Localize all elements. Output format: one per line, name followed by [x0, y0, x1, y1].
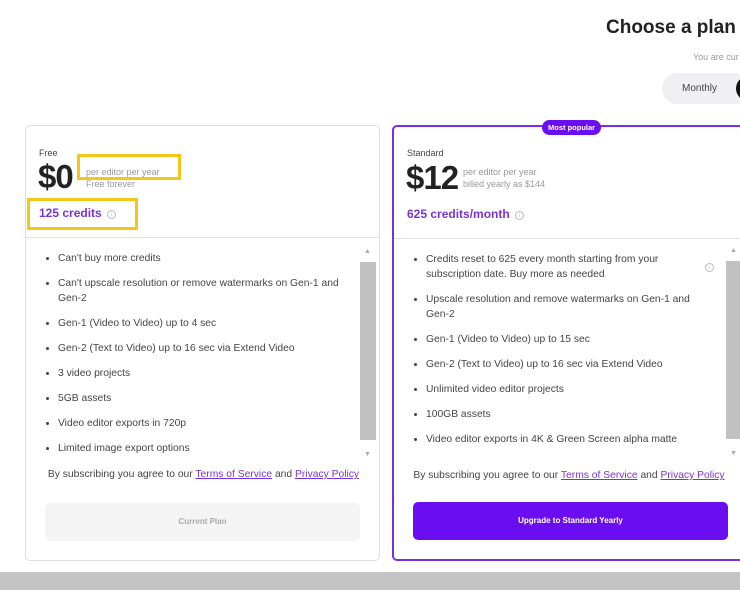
feature-item: Unlimited video editor projects	[426, 382, 699, 397]
scrollbar[interactable]: ▲ ▼	[360, 248, 376, 458]
scroll-down-icon[interactable]: ▼	[364, 451, 371, 458]
price-note: billed yearly as $144	[463, 179, 546, 189]
terms-link[interactable]: Terms of Service	[195, 469, 273, 480]
feature-item: Can't buy more credits	[58, 251, 346, 266]
terms-link[interactable]: Terms of Service	[560, 470, 638, 481]
most-popular-badge: Most popular	[542, 120, 602, 135]
plan-credits: 625 credits/month i	[407, 207, 524, 221]
feature-item: 3 video projects	[58, 366, 346, 381]
feature-item: Video editor exports in 4K & Green Scree…	[426, 432, 699, 447]
feature-item: 100GB assets	[426, 407, 699, 422]
feature-item: Limited image export options	[58, 441, 346, 456]
plan-card-standard: Most popular Standard $12 per editor per…	[392, 120, 740, 561]
divider	[394, 238, 740, 239]
upgrade-button[interactable]: Upgrade to Standard Yearly	[413, 502, 728, 540]
scrollbar[interactable]: ▲ ▼	[726, 247, 740, 457]
feature-list: Can't buy more credits Can't upscale reso…	[46, 251, 346, 466]
price-period: per editor per year	[463, 167, 537, 177]
price-period: per editor per year	[86, 167, 160, 177]
highlight-box	[27, 198, 138, 230]
feature-item: Video editor exports in 720p	[58, 416, 346, 431]
feature-item: Gen-2 (Text to Video) up to 16 sec via E…	[426, 357, 699, 372]
feature-item: Can't upscale resolution or remove water…	[58, 276, 346, 306]
plan-price: $12	[406, 159, 459, 196]
agree-text: By subscribing you agree to our	[413, 470, 561, 481]
current-plan-subtitle: You are cur	[693, 52, 739, 62]
terms-notice: By subscribing you agree to our Terms of…	[36, 468, 371, 481]
privacy-link[interactable]: Privacy Policy	[660, 470, 725, 481]
and-text: and	[637, 470, 661, 481]
info-icon[interactable]: i	[514, 211, 524, 220]
terms-notice: By subscribing you agree to our Terms of…	[404, 469, 734, 482]
feature-item: Gen-2 (Text to Video) up to 16 sec via E…	[58, 341, 346, 356]
feature-item: Credits reset to 625 every month startin…	[426, 252, 699, 282]
info-icon[interactable]: i	[106, 210, 116, 219]
scroll-up-icon[interactable]: ▲	[364, 248, 371, 255]
feature-item: Upscale resolution and remove watermarks…	[426, 292, 699, 322]
feature-item: 5GB assets	[58, 391, 346, 406]
highlight-box	[77, 154, 181, 180]
price-note: Free forever	[86, 179, 136, 189]
credits-label: 625 credits/month	[407, 207, 510, 221]
plan-card-free: Free $0 per editor per year Free forever…	[25, 125, 380, 561]
privacy-link[interactable]: Privacy Policy	[295, 469, 360, 480]
info-icon[interactable]: i	[705, 263, 714, 272]
agree-text: By subscribing you agree to our	[47, 469, 196, 480]
divider	[26, 237, 379, 238]
feature-item: Gen-1 (Video to Video) up to 15 sec	[426, 332, 699, 347]
feature-list: Credits reset to 625 every month startin…	[414, 252, 699, 457]
toggle-monthly[interactable]: Monthly	[682, 83, 718, 94]
feature-item: Gen-1 (Video to Video) up to 4 sec	[58, 316, 346, 331]
scrollbar-thumb[interactable]	[726, 261, 740, 439]
scroll-down-icon[interactable]: ▼	[730, 450, 737, 457]
credits-label: 125 credits	[39, 206, 102, 220]
toggle-yearly-knob[interactable]	[736, 76, 740, 101]
horizontal-scrollbar[interactable]	[0, 572, 740, 590]
scrollbar-thumb[interactable]	[360, 262, 376, 440]
and-text: and	[272, 469, 295, 480]
plan-price: $0	[38, 158, 74, 195]
plan-name: Standard	[407, 148, 444, 158]
page-title: Choose a plan f	[606, 17, 740, 38]
billing-toggle[interactable]: Monthly	[662, 73, 740, 104]
current-plan-button[interactable]: Current Plan	[45, 503, 360, 541]
scroll-up-icon[interactable]: ▲	[730, 247, 737, 254]
plan-name: Free	[39, 148, 58, 158]
plan-credits: 125 credits i	[39, 206, 116, 220]
